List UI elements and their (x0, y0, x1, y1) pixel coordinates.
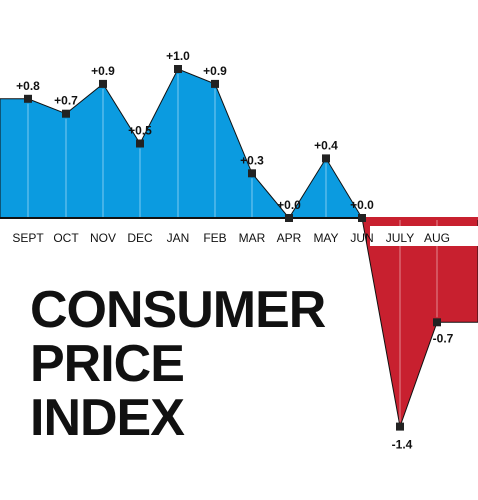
tick-label: JULY (386, 231, 414, 245)
data-point (99, 79, 107, 88)
data-label: +0.0 (350, 198, 374, 212)
tick-label: MAY (313, 231, 338, 245)
data-point (211, 79, 219, 88)
data-label: +0.9 (91, 64, 115, 78)
data-label: +0.5 (128, 124, 152, 138)
data-point (396, 422, 404, 431)
data-point (24, 94, 32, 103)
data-label: +0.7 (54, 94, 78, 108)
tick-label: FEB (203, 231, 226, 245)
data-point (358, 214, 366, 222)
tick-label: MAR (239, 231, 266, 245)
data-label: +0.3 (240, 153, 264, 167)
tick-label: AUG (424, 231, 450, 245)
data-label: -1.4 (392, 438, 413, 452)
data-point (285, 214, 293, 222)
data-point (248, 169, 256, 178)
data-label: +1.0 (166, 49, 190, 63)
data-point (322, 154, 330, 163)
tick-label: SEPT (12, 231, 44, 245)
title-line-2: PRICE (30, 335, 185, 393)
data-label: +0.4 (314, 138, 338, 152)
title-line-3: INDEX (30, 389, 185, 447)
data-point (433, 318, 441, 327)
data-label: +0.9 (203, 64, 227, 78)
negative-area (361, 217, 478, 429)
negative-baseline (362, 217, 478, 220)
tick-label: JUN (350, 231, 373, 245)
tick-label: JAN (167, 231, 190, 245)
title-line-1: CONSUMER (30, 281, 326, 339)
data-point (136, 139, 144, 148)
chart-title: CONSUMER PRICE INDEX (30, 281, 326, 447)
positive-area (0, 68, 363, 219)
tick-band (370, 226, 478, 246)
data-label: +0.8 (16, 79, 40, 93)
tick-label: NOV (90, 231, 116, 245)
data-label: -0.7 (433, 331, 454, 345)
data-point (62, 109, 70, 118)
data-label: +0.0 (277, 198, 301, 212)
tick-label: APR (277, 231, 302, 245)
data-point (174, 65, 182, 73)
tick-label: DEC (127, 231, 153, 245)
tick-label: OCT (53, 231, 79, 245)
